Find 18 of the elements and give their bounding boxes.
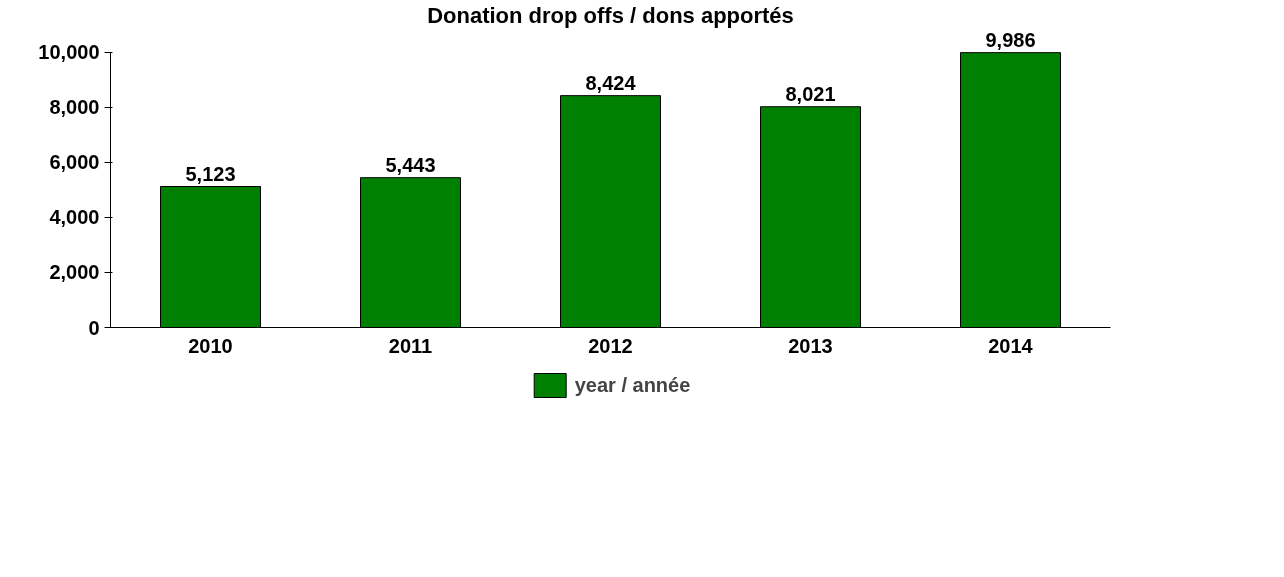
- x-tick-label: 2011: [388, 334, 433, 357]
- x-tick-label: 2014: [988, 334, 1034, 357]
- y-tick-label: 10,000: [38, 41, 100, 64]
- y-tick-label: 8,000: [49, 96, 100, 119]
- data-label: 8,424: [585, 71, 637, 94]
- y-tick-label: 6,000: [49, 151, 100, 174]
- data-label: 5,443: [385, 153, 436, 176]
- x-tick-label: 2010: [188, 334, 233, 357]
- legend-label: year / année: [574, 373, 691, 397]
- x-tick-label: 2013: [788, 334, 833, 357]
- y-tick-label: 4,000: [49, 206, 100, 229]
- y-tick-label: 0: [88, 316, 100, 339]
- chart-title: Donation drop offs / dons apportés: [427, 2, 794, 28]
- data-label: 5,123: [185, 162, 236, 185]
- y-tick-label: 2,000: [49, 261, 100, 284]
- data-label: 9,986: [985, 28, 1036, 51]
- data-label: 8,021: [785, 82, 836, 105]
- x-tick-label: 2012: [588, 334, 633, 357]
